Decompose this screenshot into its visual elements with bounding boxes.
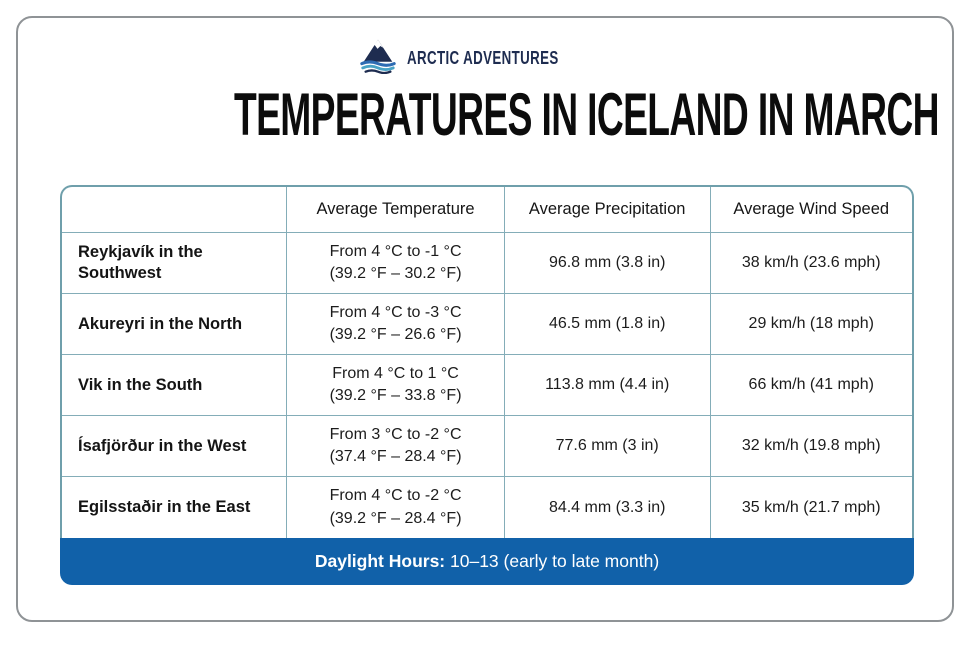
wind-speed-cell: 29 km/h (18 mph) [710,294,912,355]
temperature-cell: From 3 °C to -2 °C (37.4 °F – 28.4 °F) [287,416,505,477]
temperature-fahrenheit: (37.4 °F – 28.4 °F) [329,448,462,465]
table-row: Vik in the South From 4 °C to 1 °C (39.2… [62,355,912,416]
header-cell-precipitation: Average Precipitation [504,187,711,233]
location-cell: Vik in the South [62,355,288,416]
daylight-hours-value: 10–13 (early to late month) [445,551,660,571]
wind-speed-cell: 32 km/h (19.8 mph) [710,416,912,477]
precipitation-cell: 96.8 mm (3.8 in) [504,233,711,294]
table-row: Akureyri in the North From 4 °C to -3 °C… [62,294,912,355]
temperature-celsius: From 4 °C to -3 °C [329,303,462,321]
header-cell-wind-speed: Average Wind Speed [710,187,912,233]
temperature-cell: From 4 °C to -2 °C (39.2 °F – 28.4 °F) [287,477,505,538]
mountain-waves-icon [358,38,398,79]
infographic-card: ARCTIC ADVENTURES TEMPERATURES IN ICELAN… [16,16,954,622]
location-cell: Akureyri in the North [62,294,288,355]
location-cell: Egilsstaðir in the East [62,477,288,538]
daylight-hours-label: Daylight Hours: [314,551,446,571]
header-cell-temperature: Average Temperature [287,187,505,233]
temperature-cell: From 4 °C to 1 °C (39.2 °F – 33.8 °F) [287,355,505,416]
location-cell: Reykjavík in the Southwest [62,233,288,294]
table-header-row: Average Temperature Average Precipitatio… [62,187,912,233]
table-grid: Average Temperature Average Precipitatio… [60,185,914,538]
temperature-cell: From 4 °C to -3 °C (39.2 °F – 26.6 °F) [287,294,505,355]
table-row: Egilsstaðir in the East From 4 °C to -2 … [62,477,912,538]
wind-speed-cell: 38 km/h (23.6 mph) [710,233,912,294]
temperature-fahrenheit: (39.2 °F – 33.8 °F) [329,387,462,404]
temperature-fahrenheit: (39.2 °F – 30.2 °F) [329,265,462,282]
precipitation-cell: 113.8 mm (4.4 in) [504,355,711,416]
weather-table: Average Temperature Average Precipitatio… [60,185,914,585]
header-cell-location [62,187,288,233]
wind-speed-cell: 66 km/h (41 mph) [710,355,912,416]
precipitation-cell: 77.6 mm (3 in) [504,416,711,477]
wind-speed-cell: 35 km/h (21.7 mph) [741,498,881,516]
temperature-fahrenheit: (39.2 °F – 26.6 °F) [329,326,462,343]
brand-name: ARCTIC ADVENTURES [407,48,559,68]
temperature-celsius: From 3 °C to -2 °C [329,425,462,443]
location-cell: Ísafjörður in the West [62,416,288,477]
temperature-cell: From 4 °C to -1 °C (39.2 °F – 30.2 °F) [287,233,505,294]
table-row: Reykjavík in the Southwest From 4 °C to … [62,233,912,294]
temperature-fahrenheit: (39.2 °F – 28.4 °F) [329,509,462,527]
temperature-celsius: From 4 °C to 1 °C [332,364,459,382]
precipitation-cell: 46.5 mm (1.8 in) [504,294,711,355]
temperature-celsius: From 4 °C to -2 °C [329,487,462,505]
precipitation-cell: 84.4 mm (3.3 in) [505,477,711,538]
page-title: TEMPERATURES IN ICELAND IN MARCH [234,81,939,148]
table-row: Ísafjörður in the West From 3 °C to -2 °… [62,416,912,477]
brand-logo: ARCTIC ADVENTURES [18,38,952,79]
daylight-hours-banner: Daylight Hours: 10–13 (early to late mon… [60,538,914,585]
temperature-celsius: From 4 °C to -1 °C [329,242,462,260]
